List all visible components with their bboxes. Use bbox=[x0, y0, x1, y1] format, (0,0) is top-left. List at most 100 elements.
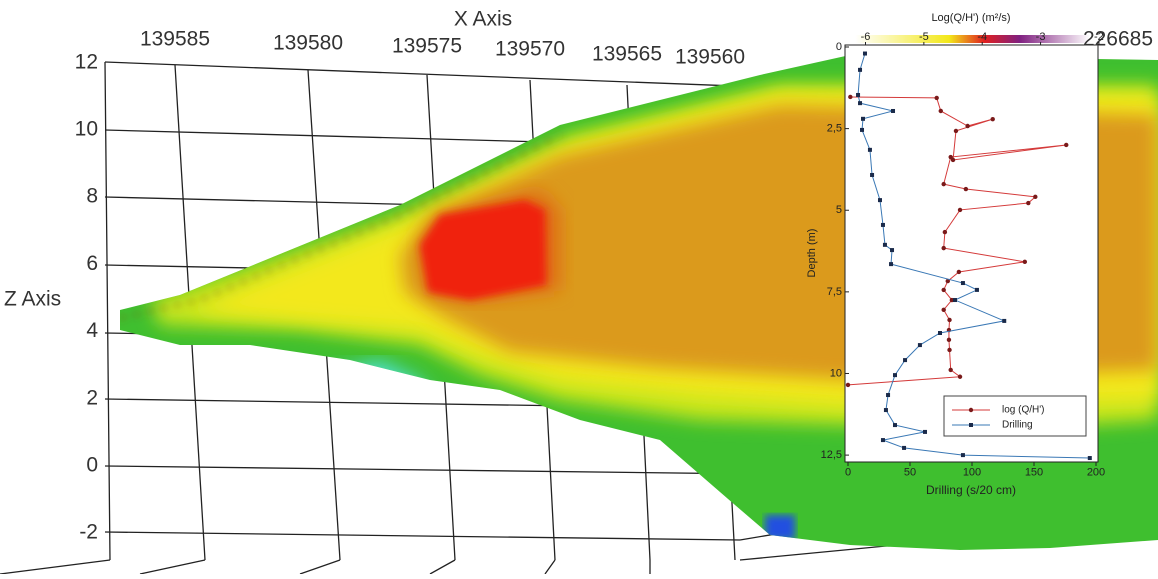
point bbox=[948, 154, 953, 160]
xticks-label: 100 bbox=[963, 466, 981, 478]
x2-axis-title: Log(Q/H') (m²/s) bbox=[931, 12, 1010, 24]
y-tick-label: 10 bbox=[830, 367, 842, 379]
x-tick-label: 139575 bbox=[392, 35, 462, 58]
point bbox=[892, 423, 897, 428]
x-axis-title: Drilling (s/20 cm) bbox=[926, 483, 1016, 497]
point bbox=[1064, 142, 1069, 148]
point bbox=[965, 123, 970, 129]
point bbox=[941, 181, 946, 187]
x2ticks-label: -2 bbox=[1094, 31, 1104, 43]
point bbox=[950, 157, 956, 163]
point bbox=[917, 343, 922, 348]
point bbox=[867, 147, 872, 152]
point bbox=[957, 207, 963, 213]
point bbox=[882, 242, 887, 247]
xticks-label: 50 bbox=[904, 466, 916, 478]
point bbox=[938, 108, 943, 114]
x-tick-label: 139565 bbox=[592, 43, 662, 66]
point bbox=[923, 429, 928, 434]
z-tick-label: 8 bbox=[86, 185, 98, 208]
z-tick-label: 4 bbox=[86, 319, 98, 342]
point bbox=[886, 393, 891, 398]
point bbox=[870, 172, 875, 177]
z-tick-label: 12 bbox=[75, 50, 98, 73]
z-tick-label: 2 bbox=[86, 386, 98, 409]
legend-marker bbox=[968, 407, 974, 413]
point bbox=[1026, 200, 1031, 206]
x-tick-label: 139570 bbox=[495, 38, 565, 61]
xticks-label: 200 bbox=[1087, 466, 1105, 478]
point bbox=[891, 108, 896, 113]
z-tick-label: 10 bbox=[75, 118, 98, 141]
point bbox=[1087, 456, 1092, 461]
y-tick-label: 7,5 bbox=[827, 286, 842, 298]
series-line bbox=[857, 53, 1090, 459]
point bbox=[956, 269, 962, 275]
legend-label: Drilling bbox=[1002, 420, 1033, 431]
point bbox=[941, 245, 946, 251]
x-tick-label: 139585 bbox=[140, 28, 210, 51]
xticks-label: 0 bbox=[845, 466, 851, 478]
point bbox=[960, 453, 965, 458]
point bbox=[1033, 194, 1038, 200]
x-tick-label: 139580 bbox=[273, 32, 343, 55]
point bbox=[948, 367, 953, 373]
y-axis-title: Depth (m) bbox=[806, 229, 818, 278]
x-axis-title: X Axis bbox=[454, 8, 512, 31]
y-tick-label: 12,5 bbox=[821, 449, 842, 461]
point bbox=[947, 347, 952, 353]
point bbox=[960, 281, 965, 286]
point bbox=[877, 198, 882, 203]
colorbar bbox=[855, 35, 1090, 43]
point bbox=[942, 229, 948, 235]
side-label: 226685 bbox=[1083, 28, 1153, 51]
point bbox=[845, 382, 851, 388]
z-tick-label: -2 bbox=[79, 521, 98, 544]
point bbox=[880, 438, 885, 443]
point bbox=[949, 297, 955, 303]
point bbox=[941, 287, 946, 293]
point bbox=[938, 330, 943, 335]
point bbox=[892, 373, 897, 378]
point bbox=[957, 374, 963, 379]
point bbox=[947, 317, 952, 323]
point bbox=[990, 116, 995, 122]
point bbox=[946, 337, 952, 343]
x-tick-label: 139560 bbox=[675, 46, 745, 69]
point bbox=[941, 307, 946, 313]
point bbox=[858, 101, 863, 106]
point bbox=[858, 67, 863, 72]
z-axis-title: Z Axis bbox=[4, 288, 61, 311]
point bbox=[880, 222, 885, 227]
z-tick-label: 0 bbox=[86, 454, 98, 477]
point bbox=[1022, 259, 1028, 265]
x2ticks-label: -5 bbox=[919, 31, 929, 43]
y-tick-label: 0 bbox=[836, 41, 842, 53]
point bbox=[862, 51, 867, 56]
legend-label: log (Q/H') bbox=[1002, 405, 1044, 416]
point bbox=[856, 92, 861, 97]
point bbox=[889, 262, 894, 267]
point bbox=[945, 278, 950, 284]
point bbox=[1002, 318, 1007, 323]
point bbox=[953, 128, 959, 134]
legend-marker bbox=[969, 423, 973, 427]
point bbox=[953, 298, 958, 303]
inset-frame bbox=[844, 44, 1099, 463]
z-tick-label: 6 bbox=[86, 252, 98, 275]
point bbox=[974, 287, 979, 292]
y-tick-label: 5 bbox=[836, 204, 842, 216]
legend bbox=[943, 395, 1087, 437]
point bbox=[903, 358, 908, 363]
point bbox=[934, 95, 939, 101]
y-tick-label: 2,5 bbox=[827, 123, 842, 135]
point bbox=[890, 248, 895, 253]
point bbox=[883, 408, 888, 413]
x2ticks-label: -4 bbox=[977, 31, 987, 43]
point bbox=[902, 445, 907, 450]
xticks-label: 150 bbox=[1025, 466, 1043, 478]
x2ticks-label: -6 bbox=[861, 31, 871, 43]
point bbox=[963, 186, 969, 192]
